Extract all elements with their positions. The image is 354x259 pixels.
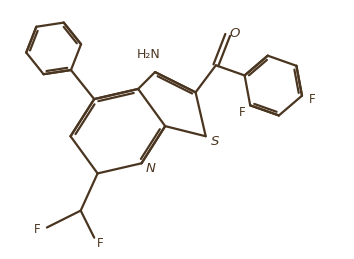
Text: S: S bbox=[211, 135, 219, 148]
Text: F: F bbox=[97, 237, 104, 250]
Text: F: F bbox=[34, 223, 41, 236]
Text: F: F bbox=[309, 93, 315, 106]
Text: F: F bbox=[239, 106, 245, 119]
Text: O: O bbox=[230, 27, 240, 40]
Text: H₂N: H₂N bbox=[136, 48, 160, 61]
Text: N: N bbox=[146, 162, 156, 175]
